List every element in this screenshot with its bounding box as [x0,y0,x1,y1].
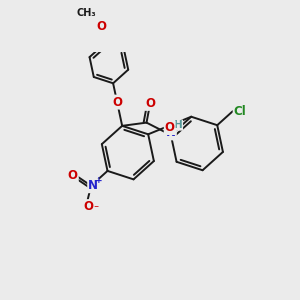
Text: N: N [166,126,176,140]
Text: +: + [94,176,102,184]
Text: O: O [145,97,155,110]
Text: O: O [112,96,123,109]
Text: H: H [174,120,183,130]
Text: Cl: Cl [234,105,246,118]
Text: O: O [96,20,106,34]
Text: CH₃: CH₃ [76,8,96,18]
Text: O: O [68,169,78,182]
Text: O: O [165,121,175,134]
Text: ⁻: ⁻ [93,204,98,214]
Text: O: O [83,200,94,213]
Text: N: N [88,179,98,192]
